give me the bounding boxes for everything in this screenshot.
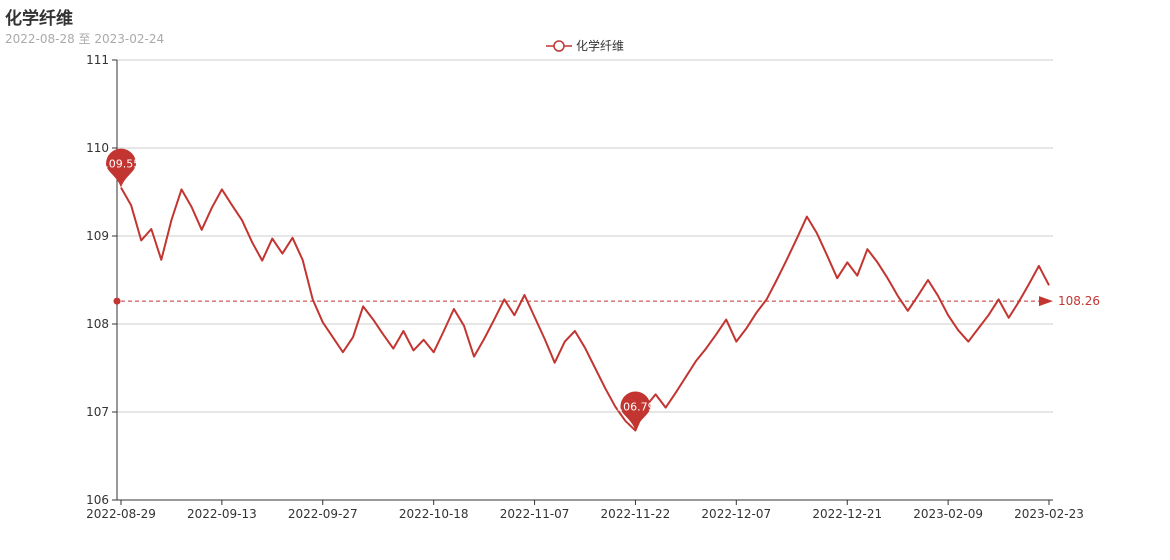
x-tick-label: 2023-02-09: [913, 507, 983, 521]
y-tick-label: 106: [86, 493, 109, 507]
legend-label: 化学纤维: [576, 39, 625, 53]
x-tick-label: 2022-08-29: [86, 507, 156, 521]
chart-title: 化学纤维: [5, 9, 73, 29]
max-pin-marker: [106, 148, 136, 188]
chart-subtitle: 2022-08-28 至 2023-02-24: [5, 32, 165, 46]
y-tick-label: 108: [86, 317, 109, 331]
series-layer: [120, 187, 1050, 432]
y-tick-label: 110: [86, 141, 109, 155]
axes: 106 107 108 109 110 111 2022-08-29 2022-09-13 20…: [86, 53, 1084, 521]
average-line-start-dot: [113, 297, 121, 305]
x-tick-label: 2022-09-13: [187, 507, 257, 521]
legend-item[interactable]: 化学纤维: [546, 37, 624, 54]
x-tick-label: 2023-02-23: [1014, 507, 1084, 521]
min-pin-label: 106.79: [616, 400, 655, 413]
y-tick-label: 107: [86, 405, 109, 419]
min-pin-marker: [620, 391, 651, 431]
x-tick-label: 2022-12-21: [812, 507, 882, 521]
average-line-arrow: [1039, 296, 1053, 307]
y-tick-label: 109: [86, 229, 109, 243]
series-line: [120, 187, 1050, 432]
gridlines: [117, 59, 1053, 501]
x-tick-label: 2022-11-07: [500, 507, 570, 521]
legend-line-circle-icon: [546, 39, 572, 52]
average-line-label: 108.26: [1058, 294, 1100, 308]
x-tick-label: 2022-11-22: [601, 507, 671, 521]
x-tick-label: 2022-12-07: [701, 507, 771, 521]
max-pin-label: 109.55: [102, 158, 141, 171]
x-tick-label: 2022-09-27: [288, 507, 358, 521]
x-tick-label: 2022-10-18: [399, 507, 469, 521]
y-tick-label: 111: [86, 53, 109, 67]
marks-layer: 108.26 109.55 106.79: [102, 148, 1100, 431]
